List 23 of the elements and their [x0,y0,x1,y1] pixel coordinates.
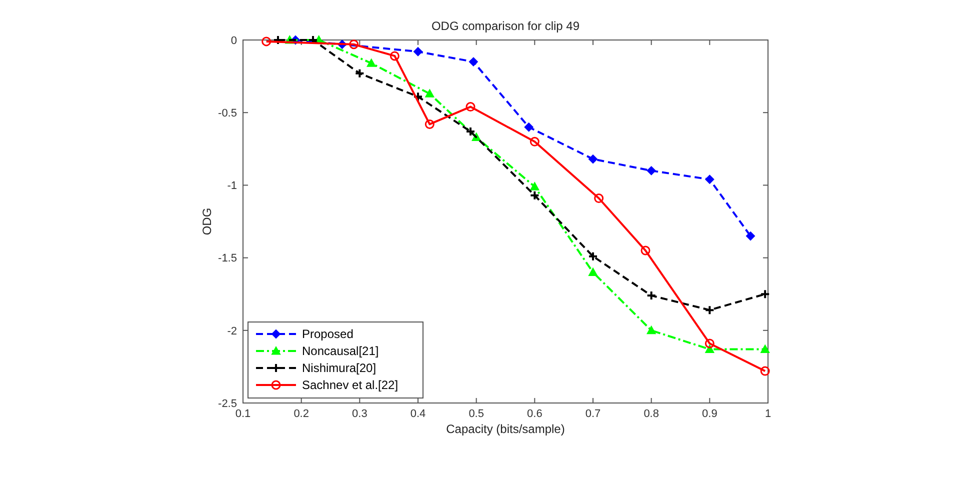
x-tick-label: 0.5 [468,408,484,420]
x-tick-label: 0.9 [702,408,718,420]
x-tick-label: 1 [764,408,772,420]
y-tick-label: 0 [230,34,237,47]
y-axis-title: ODG [200,208,214,236]
y-tick-label: -2 [227,325,237,338]
x-tick-label: 0.7 [585,408,601,420]
y-tick-label: -1.5 [218,252,237,265]
x-tick-label: 0.6 [527,408,542,420]
x-tick-label: 0.3 [352,408,368,420]
chart-title: ODG comparison for clip 49 [431,19,580,33]
x-tick-label: 0.2 [294,408,309,420]
x-axis-title: Capacity (bits/sample) [446,422,565,436]
y-tick-label: -1 [227,180,237,192]
x-tick-label: 0.8 [644,408,659,420]
x-tick-label: 0.1 [235,408,251,420]
legend-label: Noncausal[21] [302,344,379,358]
legend-label: Nishimura[20] [302,361,376,376]
legend-label: Sachnev et al.[22] [302,378,398,392]
legend-label: Proposed [302,327,354,342]
x-tick-label: 0.4 [410,408,426,420]
y-tick-label: -0.5 [218,107,237,120]
y-tick-label: -2.5 [218,398,237,410]
